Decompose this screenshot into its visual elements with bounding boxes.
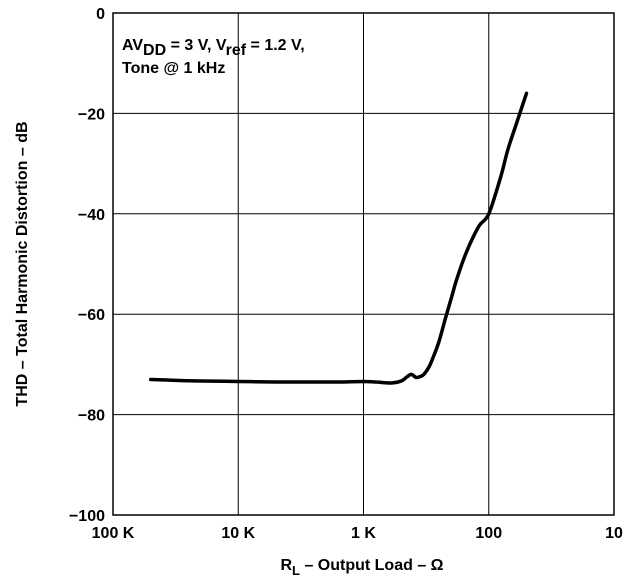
x-tick-label: 100 K — [92, 525, 135, 542]
y-tick-label: −20 — [78, 106, 105, 123]
y-tick-label: 0 — [96, 6, 105, 23]
x-tick-label: 100 — [475, 525, 502, 542]
y-tick-label: −60 — [78, 307, 105, 324]
y-axis-label: THD – Total Harmonic Distortion – dB — [14, 121, 31, 406]
y-tick-label: −80 — [78, 408, 105, 425]
x-tick-label: 10 — [605, 525, 623, 542]
x-tick-labels: 100 K 10 K 1 K 100 10 — [92, 525, 623, 542]
y-tick-label: −100 — [69, 508, 105, 525]
x-axis-label-sub: L — [292, 563, 300, 578]
annotation-line-2: Tone @ 1 kHz — [122, 60, 225, 77]
x-axis-label-main: R — [280, 557, 292, 574]
x-tick-label: 10 K — [221, 525, 255, 542]
y-tick-label: −40 — [78, 207, 105, 224]
grid — [112, 12, 615, 516]
series-line — [148, 91, 529, 385]
plot-frame — [112, 12, 615, 516]
annotation-line-1: AVDD = 3 V, Vref = 1.2 V, — [122, 37, 305, 59]
x-tick-label: 1 K — [351, 525, 376, 542]
y-tick-labels: 0 −20 −40 −60 −80 −100 — [69, 6, 105, 525]
x-axis-label-rest: – Output Load – Ω — [300, 557, 444, 574]
x-axis-label: RL – Output Load – Ω — [280, 557, 443, 578]
annotation-box: AVDD = 3 V, Vref = 1.2 V, Tone @ 1 kHz — [122, 37, 305, 77]
